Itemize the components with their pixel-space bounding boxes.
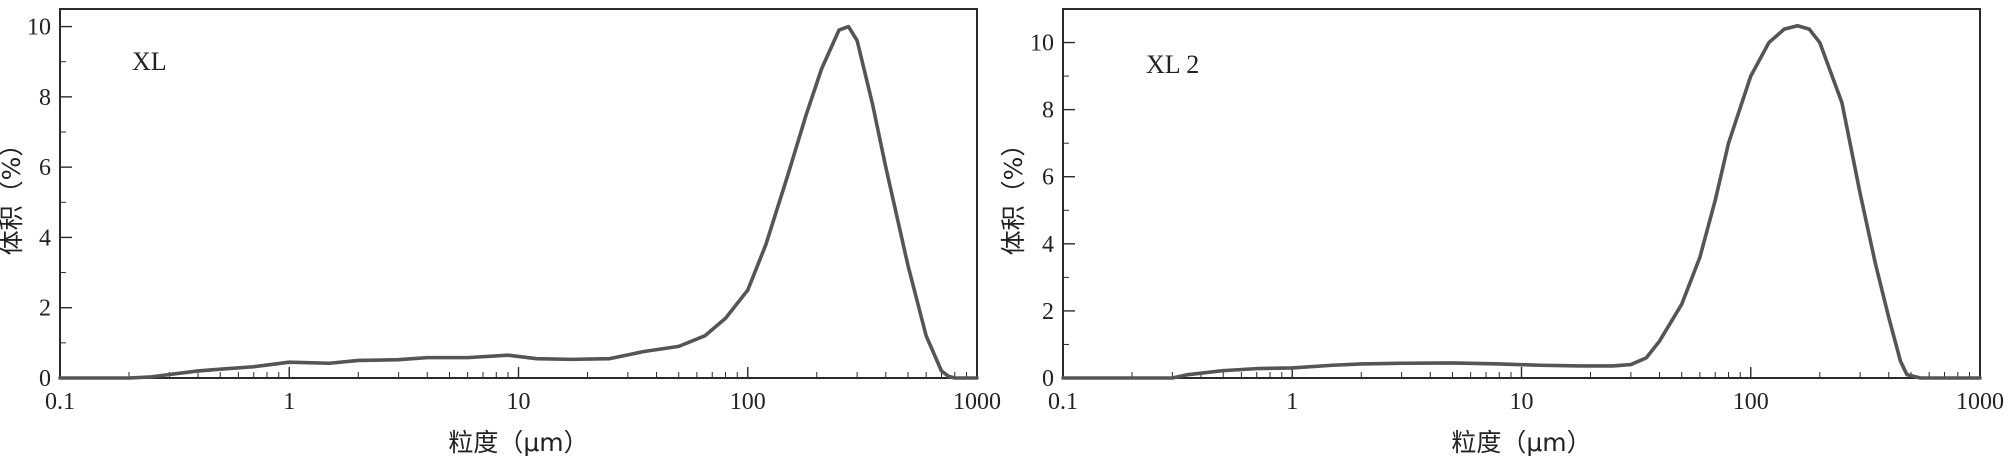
x-tick-label: 100 (730, 389, 766, 415)
chart-panel-xl: 0.1 1 10 100 1000 0 2 4 6 8 10 粒度（μm） 体积（%） XL (0, 8, 1001, 457)
y-axis-label: 体积（%） (999, 132, 1028, 256)
series-line (1061, 23, 1982, 380)
x-tick-label: 10 (507, 389, 531, 415)
y-tick-label: 10 (27, 15, 51, 41)
x-tick-label: 0.1 (45, 389, 75, 415)
x-tick-label: 1 (1286, 389, 1298, 415)
x-tick-label: 100 (1733, 389, 1769, 415)
x-axis-label: 粒度（μm） (1451, 428, 1591, 457)
y-axis-label: 体积（%） (0, 132, 26, 256)
sample-annotation: XL (132, 47, 167, 76)
y-tick-label: 4 (39, 225, 51, 251)
sample-annotation: XL 2 (1146, 50, 1199, 79)
y-tick-label: 10 (1030, 31, 1054, 57)
x-axis-label: 粒度（μm） (448, 428, 588, 457)
x-tick-label: 1000 (953, 389, 1001, 415)
y-tick-label: 8 (39, 85, 51, 111)
x-tick-label: 10 (1510, 389, 1534, 415)
plot-frame (1062, 8, 1981, 379)
y-tick-label: 4 (1042, 232, 1054, 258)
y-tick-label: 2 (1042, 299, 1054, 325)
y-tick-label: 6 (39, 155, 51, 181)
y-tick-label: 0 (1042, 366, 1054, 392)
y-tick-label: 8 (1042, 98, 1054, 124)
y-tick-label: 6 (1042, 165, 1054, 191)
plot-frame (59, 8, 978, 379)
x-tick-label: 1000 (1956, 389, 2004, 415)
x-tick-label: 1 (283, 389, 295, 415)
x-tick-label: 0.1 (1048, 389, 1078, 415)
y-tick-label: 2 (39, 296, 51, 322)
y-tick-label: 0 (39, 366, 51, 392)
chart-panel-xl2: 0.1 1 10 100 1000 0 2 4 6 8 10 粒度（μm） 体积（%） XL 2 (999, 8, 2004, 457)
series-line (58, 24, 979, 380)
